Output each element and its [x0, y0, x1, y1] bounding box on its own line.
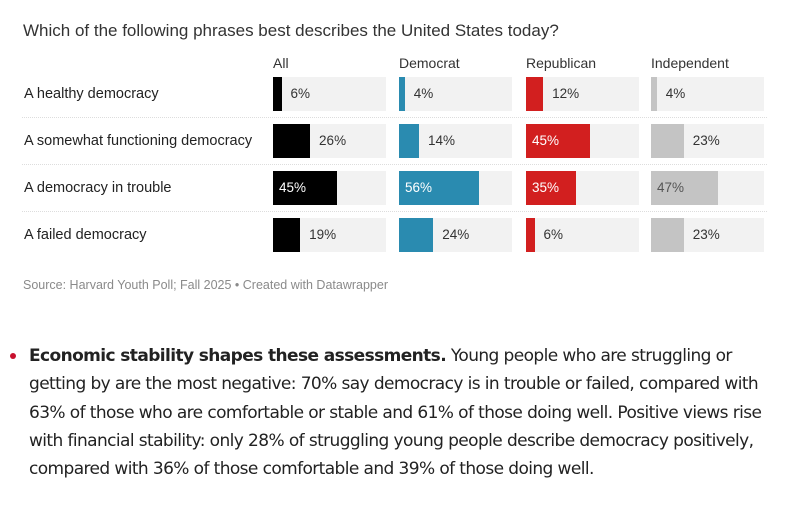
row-label: A failed democracy [24, 227, 147, 243]
value-label: 4% [413, 86, 434, 101]
bar [651, 171, 718, 205]
bullet-dot [10, 353, 16, 359]
value-label: 47% [657, 180, 685, 195]
value-label: 12% [552, 86, 580, 101]
chart-title: Which of the following phrases best desc… [23, 21, 559, 40]
paragraph-lead: Economic stability shapes these assessme… [29, 346, 447, 366]
bar [526, 218, 535, 252]
value-label: 24% [442, 227, 470, 242]
value-label: 6% [290, 86, 311, 101]
value-label: 6% [543, 227, 564, 242]
article-paragraph: Economic stability shapes these assessme… [29, 342, 779, 483]
bar-track: 4% [651, 77, 764, 111]
bar-track: 23% [651, 218, 764, 252]
bar-track: 56% [399, 171, 512, 205]
bar-track: 47% [651, 171, 764, 205]
column-header: All [273, 55, 289, 71]
bar [651, 77, 657, 111]
row-label: A democracy in trouble [24, 180, 172, 196]
bar-track: 23% [651, 124, 764, 158]
bar-track: 45% [526, 124, 639, 158]
value-label: 4% [665, 86, 686, 101]
bar-track: 45% [273, 171, 386, 205]
bar [526, 77, 544, 111]
value-label: 19% [309, 227, 337, 242]
bar [399, 171, 479, 205]
bar [399, 218, 434, 252]
bar-track: 4% [399, 77, 512, 111]
row-label: A somewhat functioning democracy [24, 133, 253, 149]
bar [273, 77, 282, 111]
bar [651, 218, 684, 252]
row-divider [22, 164, 767, 165]
column-header: Independent [651, 55, 729, 71]
bar-track: 24% [399, 218, 512, 252]
bar [399, 124, 419, 158]
column-header: Democrat [399, 55, 460, 71]
bar-track: 6% [273, 77, 386, 111]
value-label: 23% [692, 133, 720, 148]
bar-track: 35% [526, 171, 639, 205]
row-label: A healthy democracy [24, 86, 159, 102]
bar-track: 19% [273, 218, 386, 252]
value-label: 23% [692, 227, 720, 242]
bar [526, 171, 576, 205]
paragraph-body: Young people who are struggling or getti… [29, 346, 762, 480]
bar [399, 77, 405, 111]
row-divider [22, 211, 767, 212]
value-label: 26% [319, 133, 347, 148]
column-header: Republican [526, 55, 597, 71]
value-label: 14% [427, 133, 455, 148]
value-label: 45% [532, 133, 560, 148]
bar [273, 124, 311, 158]
value-label: 45% [279, 180, 307, 195]
value-label: 56% [405, 180, 433, 195]
bar-track: 6% [526, 218, 639, 252]
bar-track: 14% [399, 124, 512, 158]
bar [651, 124, 684, 158]
chart-source: Source: Harvard Youth Poll; Fall 2025 • … [23, 278, 388, 292]
bar [273, 171, 338, 205]
bar-track: 12% [526, 77, 639, 111]
row-divider [22, 117, 767, 118]
bar-track: 26% [273, 124, 386, 158]
value-label: 35% [532, 180, 560, 195]
bar [273, 218, 301, 252]
bar [526, 124, 591, 158]
